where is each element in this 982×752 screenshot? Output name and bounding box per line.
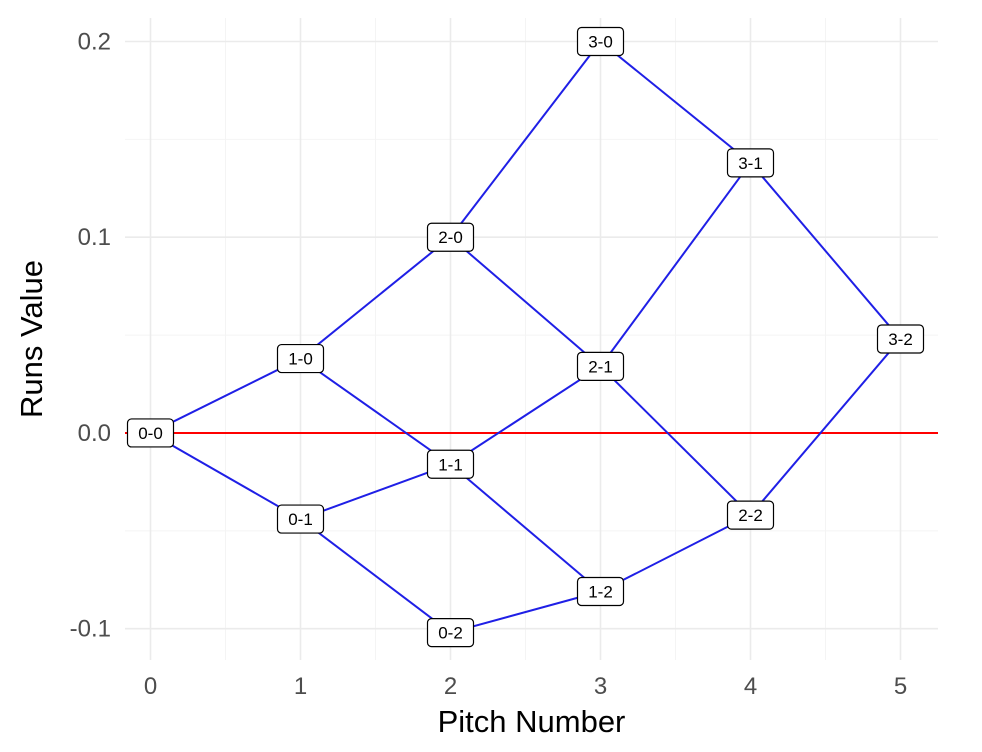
node-3-1: 3-1	[726, 148, 775, 178]
x-tick-label: 4	[744, 673, 757, 700]
y-tick-label: 0.0	[78, 420, 111, 447]
edge-1-1-to-1-2	[449, 463, 602, 593]
node-box	[426, 449, 475, 479]
x-tick-label: 3	[594, 673, 607, 700]
node-box	[276, 504, 325, 534]
x-axis-tick-labels: 0 1 2 3 4 5	[144, 673, 907, 700]
x-tick-label: 1	[294, 673, 307, 700]
x-tick-label: 5	[894, 673, 907, 700]
x-axis-title: Pitch Number	[438, 704, 626, 739]
node-2-1: 2-1	[576, 351, 625, 382]
y-tick-label: 0.1	[78, 224, 111, 251]
y-axis-tick-labels: -0.1 0.0 0.1 0.2	[70, 28, 111, 642]
edge-1-0-to-1-1	[299, 357, 452, 466]
node-box	[726, 148, 775, 178]
node-1-0: 1-0	[276, 343, 325, 374]
node-box	[576, 26, 625, 57]
node-box	[426, 222, 475, 252]
edge-2-1-to-2-2	[599, 365, 752, 516]
edge-1-2-to-2-2	[600, 514, 751, 593]
node-3-2: 3-2	[876, 324, 925, 354]
node-0-1: 0-1	[276, 504, 325, 534]
node-label: 2-1	[588, 357, 613, 376]
edge-0-1-to-0-2	[299, 518, 452, 634]
node-label: 0-0	[138, 424, 163, 443]
node-0-2: 0-2	[426, 617, 475, 648]
x-tick-label: 2	[444, 673, 457, 700]
node-box	[576, 576, 625, 607]
node-1-2: 1-2	[576, 576, 625, 607]
x-tick-label: 0	[144, 673, 157, 700]
node-label: 1-1	[438, 455, 463, 474]
node-0-0: 0-0	[126, 418, 175, 448]
count-transition-edges	[150, 40, 902, 634]
edge-0-2-to-1-2	[450, 590, 601, 634]
edge-0-0-to-0-1	[150, 432, 301, 520]
node-box	[726, 500, 775, 530]
y-axis-title: Runs Value	[14, 260, 49, 418]
minor-gridlines	[125, 18, 938, 660]
node-2-2: 2-2	[726, 500, 775, 530]
y-tick-label: -0.1	[70, 616, 111, 643]
node-2-0: 2-0	[426, 222, 475, 252]
node-label: 2-2	[738, 506, 763, 525]
edge-2-2-to-3-2	[749, 338, 902, 516]
node-label: 3-2	[888, 330, 913, 349]
node-label: 0-2	[438, 624, 463, 643]
edge-2-1-to-3-1	[599, 162, 752, 367]
major-gridlines	[125, 18, 938, 660]
node-label: 3-0	[588, 32, 613, 51]
count-nodes: 0-0 1-0 0-1 2-0 1-1 0-2 3-0 2-1 1-2 3-1 2-2 3-2	[126, 26, 925, 648]
node-label: 0-1	[288, 510, 313, 529]
edge-1-0-to-2-0	[299, 236, 452, 360]
node-box	[426, 617, 475, 648]
node-box	[876, 324, 925, 354]
node-box	[126, 418, 175, 448]
y-tick-label: 0.2	[78, 28, 111, 55]
edge-3-1-to-3-2	[749, 162, 902, 340]
node-1-1: 1-1	[426, 449, 475, 479]
node-box	[276, 343, 325, 374]
edge-0-0-to-1-0	[150, 357, 301, 434]
edge-1-1-to-2-1	[449, 365, 602, 466]
edge-3-0-to-3-1	[599, 40, 752, 164]
node-3-0: 3-0	[576, 26, 625, 57]
node-label: 2-0	[438, 228, 463, 247]
edge-0-1-to-1-1	[300, 463, 451, 521]
node-label: 1-0	[288, 350, 313, 369]
node-label: 1-2	[588, 582, 613, 601]
node-box	[576, 351, 625, 382]
node-label: 3-1	[738, 154, 763, 173]
edge-2-0-to-3-0	[449, 40, 602, 238]
edge-2-0-to-2-1	[449, 236, 602, 368]
